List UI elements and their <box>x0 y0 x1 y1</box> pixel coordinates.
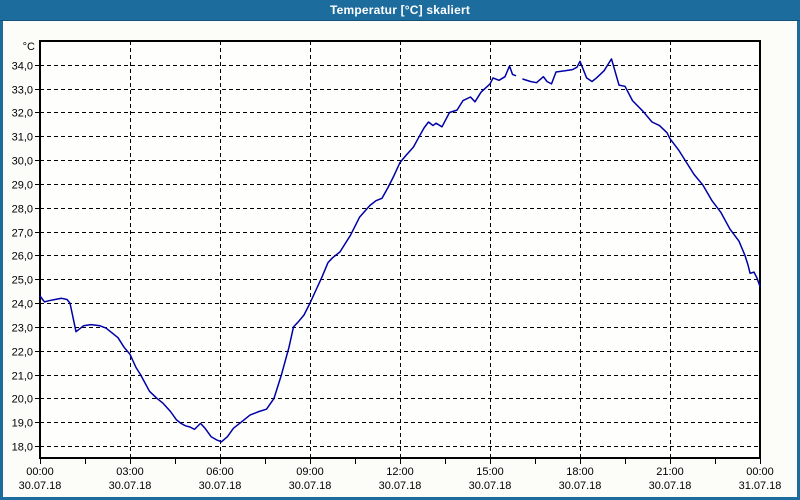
chart-area: 34,0 33,0 32,0 31,0 30,0 29,0 28,0 27,0 26,0 25,0… <box>0 21 800 500</box>
y-tick-label: 26,0 <box>12 251 33 263</box>
x-tick-date-label: 30.07.18 <box>649 480 692 492</box>
x-tick-date-label: 31.07.18 <box>739 480 782 492</box>
y-axis-unit-label: °C <box>23 41 35 53</box>
window-border-right <box>797 21 800 500</box>
x-tick-time-label: 18:00 <box>566 466 594 478</box>
window-border-left <box>0 21 3 500</box>
x-tick-time-label: 15:00 <box>476 466 504 478</box>
window-title: Temperatur [°C] skaliert <box>329 3 471 17</box>
x-tick-time-label: 21:00 <box>656 466 684 478</box>
y-tick-label: 31,0 <box>12 132 33 144</box>
y-tick-label: 30,0 <box>12 156 33 168</box>
temperature-series-line <box>522 58 761 288</box>
y-tick-label: 27,0 <box>12 228 33 240</box>
x-tick-time-label: 03:00 <box>116 466 144 478</box>
x-tick-date-label: 30.07.18 <box>469 480 512 492</box>
x-tick-time-label: 12:00 <box>386 466 414 478</box>
x-tick-date-label: 30.07.18 <box>19 480 62 492</box>
x-tick-date-label: 30.07.18 <box>289 480 332 492</box>
window-border-bottom <box>0 497 800 500</box>
x-tick-date-label: 30.07.18 <box>199 480 242 492</box>
temperature-line-chart: 34,0 33,0 32,0 31,0 30,0 29,0 28,0 27,0 26,0 25,0… <box>0 21 800 500</box>
y-tick-label: 25,0 <box>12 275 33 287</box>
y-tick-label: 20,0 <box>12 394 33 406</box>
y-tick-label: 29,0 <box>12 180 33 192</box>
temperature-series-line <box>39 65 517 443</box>
x-tick-time-label: 00:00 <box>26 466 54 478</box>
plot-border <box>39 40 761 459</box>
x-tick-time-label: 09:00 <box>296 466 324 478</box>
y-tick-label: 24,0 <box>12 299 33 311</box>
y-tick-label: 22,0 <box>12 347 33 359</box>
y-tick-label: 33,0 <box>12 85 33 97</box>
y-tick-label: 23,0 <box>12 323 33 335</box>
y-tick-label: 34,0 <box>12 61 33 73</box>
x-tick-time-label: 06:00 <box>206 466 234 478</box>
x-tick-date-label: 30.07.18 <box>559 480 602 492</box>
y-tick-label: 28,0 <box>12 204 33 216</box>
y-tick-label: 19,0 <box>12 418 33 430</box>
y-tick-label: 32,0 <box>12 108 33 120</box>
window-titlebar[interactable]: Temperatur [°C] skaliert <box>0 0 800 21</box>
x-tick-time-label: 00:00 <box>746 466 774 478</box>
x-tick-date-label: 30.07.18 <box>379 480 422 492</box>
y-tick-label: 18,0 <box>12 442 33 454</box>
y-tick-label: 21,0 <box>12 371 33 383</box>
x-tick-date-label: 30.07.18 <box>109 480 152 492</box>
